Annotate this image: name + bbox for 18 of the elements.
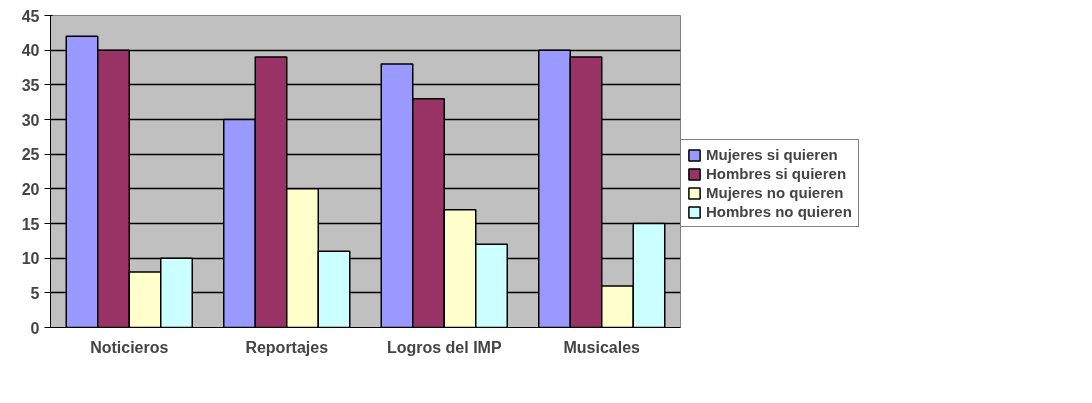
legend-label: Hombres no quieren xyxy=(706,203,852,220)
y-tick-label: 45 xyxy=(21,7,40,25)
x-tick-label: Musicales xyxy=(563,338,641,356)
y-tick-label: 40 xyxy=(21,42,40,60)
y-tick-label: 15 xyxy=(21,215,40,233)
y-tick-label: 5 xyxy=(30,284,40,302)
y-tick-label: 10 xyxy=(21,250,40,268)
x-tick-label: Logros del IMP xyxy=(386,338,502,356)
legend-label: Mujeres si quieren xyxy=(706,146,838,163)
x-tick-label: Reportajes xyxy=(245,338,329,356)
y-tick-label: 25 xyxy=(21,146,40,164)
x-tick-label: Noticieros xyxy=(90,338,169,356)
y-tick-label: 20 xyxy=(21,180,40,198)
y-tick-label: 0 xyxy=(30,319,40,337)
legend-label: Hombres si quieren xyxy=(706,165,847,182)
legend-label: Mujeres no quieren xyxy=(706,184,844,201)
y-tick-label: 35 xyxy=(21,76,40,94)
y-tick-label: 30 xyxy=(21,111,40,129)
